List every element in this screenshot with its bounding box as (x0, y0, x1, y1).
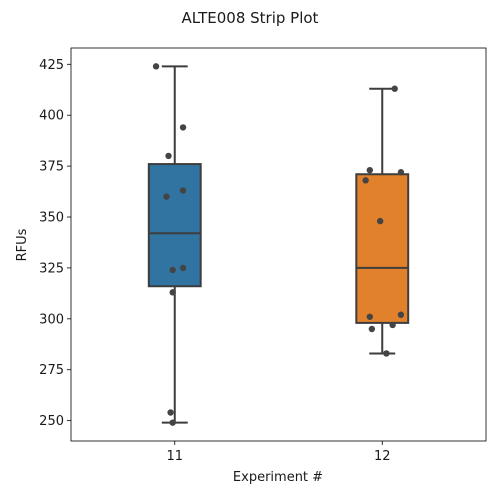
y-tick-label: 250 (39, 414, 64, 429)
data-point (391, 85, 398, 92)
box-iqr (355, 173, 410, 324)
y-tick-label: 350 (39, 211, 64, 226)
data-point (152, 63, 160, 70)
boxes-layer (147, 65, 410, 424)
data-point (389, 321, 396, 329)
box-group (147, 65, 202, 424)
data-point (169, 266, 176, 274)
data-point (167, 409, 174, 416)
y-tick-label: 325 (39, 261, 64, 276)
y-tick-label: 375 (39, 160, 64, 175)
x-axis-ticks: 11 12 (166, 441, 391, 464)
data-point (165, 152, 172, 160)
box-group (355, 87, 410, 355)
y-tick-label: 400 (39, 109, 64, 124)
data-point (179, 264, 187, 272)
y-axis-ticks: 250 275 300 325 350 375 400 425 (39, 58, 71, 429)
data-point (366, 166, 373, 174)
x-tick-label: 12 (374, 449, 391, 464)
x-axis-label: Experiment # (233, 470, 323, 485)
y-tick-label: 300 (39, 312, 64, 327)
data-point (169, 419, 176, 426)
points-layer (152, 63, 405, 426)
data-point (179, 124, 187, 131)
data-point (397, 169, 405, 176)
y-tick-label: 275 (39, 363, 64, 378)
y-tick-label: 425 (39, 58, 64, 73)
data-point (376, 217, 384, 225)
data-point (163, 193, 170, 200)
data-point (368, 325, 376, 333)
data-point (383, 350, 390, 357)
data-point (397, 311, 405, 318)
data-point (169, 289, 176, 296)
data-point (362, 177, 369, 184)
box-iqr (147, 163, 202, 288)
plot-area: 250 275 300 325 350 375 400 425 11 12 (39, 47, 487, 464)
axes-frame (70, 47, 487, 442)
y-axis-label: RFUs (15, 228, 30, 261)
data-point (179, 187, 187, 194)
x-tick-label: 11 (166, 449, 183, 464)
data-point (366, 313, 373, 320)
chart-title: ALTE008 Strip Plot (182, 9, 319, 27)
